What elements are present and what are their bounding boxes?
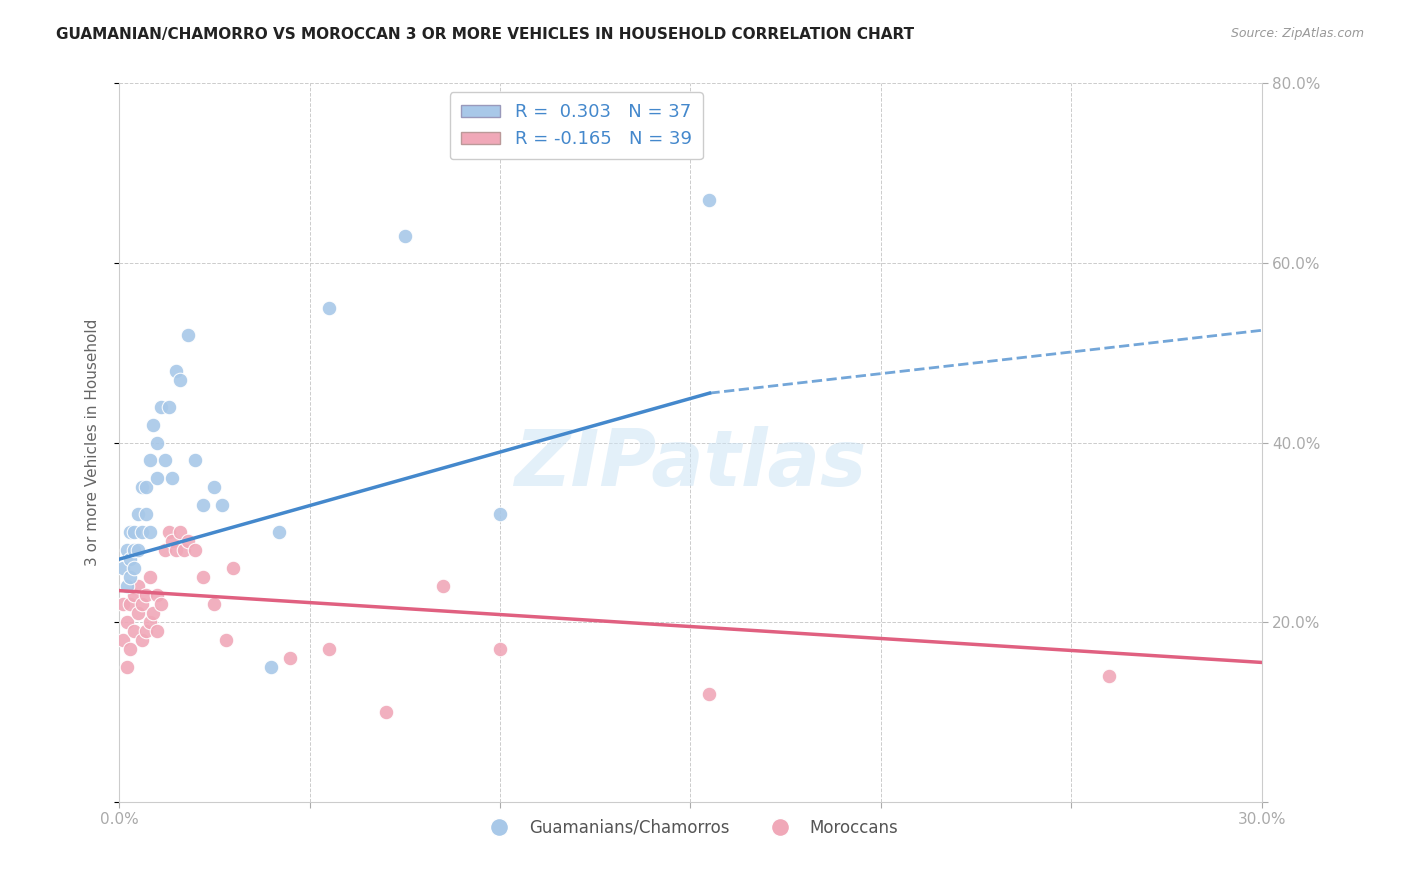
Point [169, 525, 191, 540]
Point [131, 480, 153, 494]
Point [173, 543, 195, 558]
Point [153, 543, 176, 558]
Point [699, 193, 721, 207]
Point [127, 508, 149, 522]
Point [280, 651, 302, 665]
Point [394, 229, 416, 244]
Point [142, 606, 165, 620]
Point [115, 615, 138, 629]
Point [222, 561, 245, 575]
Point [138, 525, 160, 540]
Point [146, 624, 169, 638]
Point [215, 632, 238, 647]
Point [162, 534, 184, 549]
Point [146, 471, 169, 485]
Point [489, 642, 512, 657]
Point [127, 543, 149, 558]
Point [184, 453, 207, 467]
Point [157, 525, 180, 540]
Point [124, 561, 146, 575]
Point [120, 552, 142, 566]
Point [111, 597, 134, 611]
Point [120, 642, 142, 657]
Y-axis label: 3 or more Vehicles in Household: 3 or more Vehicles in Household [86, 318, 100, 566]
Point [211, 499, 233, 513]
Point [149, 400, 172, 414]
Point [115, 543, 138, 558]
Point [191, 499, 214, 513]
Point [146, 435, 169, 450]
Point [131, 597, 153, 611]
Point [318, 301, 340, 315]
Text: ZIPatlas: ZIPatlas [515, 426, 866, 502]
Point [124, 624, 146, 638]
Point [162, 471, 184, 485]
Point [489, 508, 512, 522]
Point [115, 579, 138, 593]
Point [157, 400, 180, 414]
Point [138, 615, 160, 629]
Point [120, 525, 142, 540]
Point [111, 561, 134, 575]
Point [120, 597, 142, 611]
Point [131, 525, 153, 540]
Point [124, 543, 146, 558]
Point [146, 588, 169, 602]
Point [142, 417, 165, 432]
Point [135, 588, 157, 602]
Point [318, 642, 340, 657]
Text: GUAMANIAN/CHAMORRO VS MOROCCAN 3 OR MORE VEHICLES IN HOUSEHOLD CORRELATION CHART: GUAMANIAN/CHAMORRO VS MOROCCAN 3 OR MORE… [56, 27, 914, 42]
Legend: Guamanians/Chamorros, Moroccans: Guamanians/Chamorros, Moroccans [475, 813, 905, 844]
Point [184, 543, 207, 558]
Point [165, 364, 187, 378]
Point [374, 705, 396, 719]
Point [149, 597, 172, 611]
Point [135, 480, 157, 494]
Point [127, 579, 149, 593]
Point [138, 570, 160, 584]
Point [191, 570, 214, 584]
Point [120, 570, 142, 584]
Point [202, 480, 225, 494]
Point [260, 660, 283, 674]
Point [131, 632, 153, 647]
Point [1098, 669, 1121, 683]
Point [115, 660, 138, 674]
Point [202, 597, 225, 611]
Point [169, 373, 191, 387]
Point [699, 687, 721, 701]
Point [138, 453, 160, 467]
Point [135, 624, 157, 638]
Point [135, 508, 157, 522]
Point [176, 327, 198, 342]
Point [165, 543, 187, 558]
Point [176, 534, 198, 549]
Point [432, 579, 454, 593]
Point [124, 588, 146, 602]
Point [111, 632, 134, 647]
Point [267, 525, 290, 540]
Point [124, 525, 146, 540]
Point [153, 453, 176, 467]
Point [127, 606, 149, 620]
Text: Source: ZipAtlas.com: Source: ZipAtlas.com [1230, 27, 1364, 40]
